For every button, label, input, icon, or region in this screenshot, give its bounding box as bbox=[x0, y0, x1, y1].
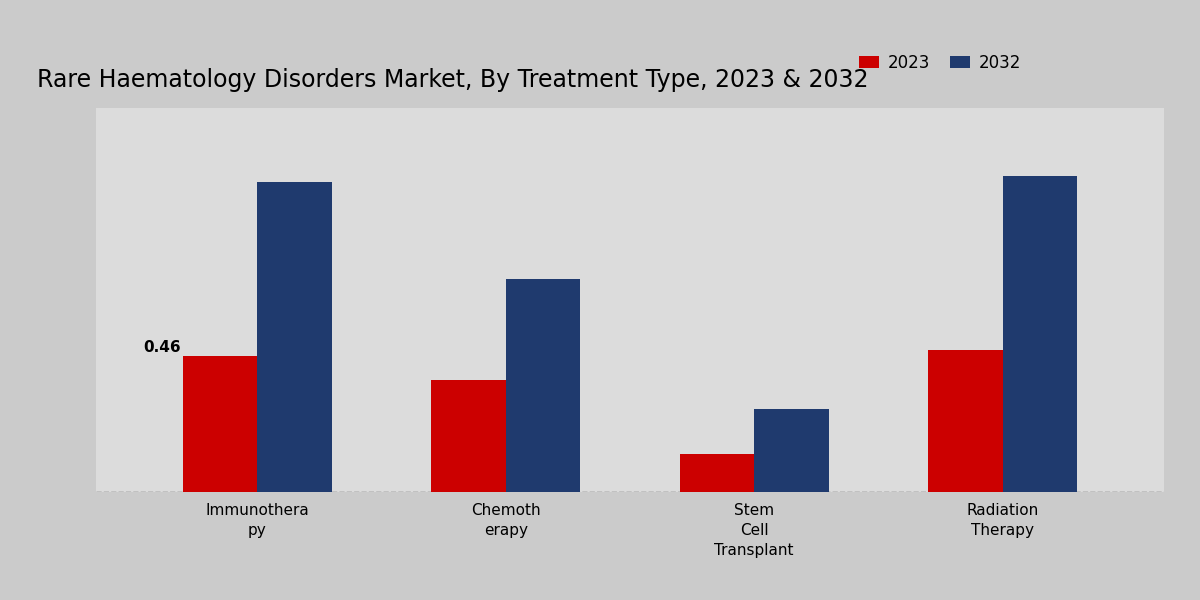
Text: Rare Haematology Disorders Market, By Treatment Type, 2023 & 2032: Rare Haematology Disorders Market, By Tr… bbox=[37, 68, 869, 92]
Text: 0.46: 0.46 bbox=[143, 340, 180, 355]
Bar bbox=[431, 380, 506, 492]
Bar bbox=[679, 454, 754, 492]
Bar bbox=[258, 182, 332, 492]
Bar bbox=[1002, 176, 1078, 492]
Bar bbox=[754, 409, 829, 492]
Bar bbox=[506, 280, 581, 492]
Bar bbox=[928, 350, 1002, 492]
Bar bbox=[182, 356, 258, 492]
Legend: 2023, 2032: 2023, 2032 bbox=[853, 47, 1027, 79]
